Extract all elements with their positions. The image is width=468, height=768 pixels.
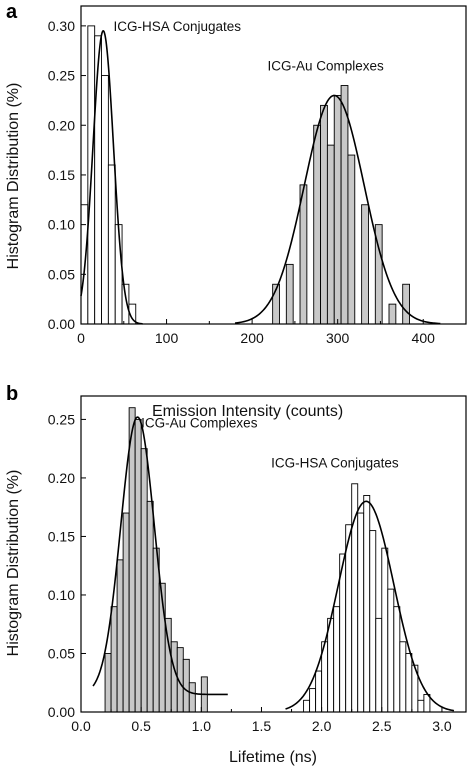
bar-b-s1-16 bbox=[399, 641, 407, 713]
bar-a-s1-3 bbox=[313, 124, 321, 325]
bar-b-s1-2 bbox=[315, 670, 323, 713]
bar-a-s1-7 bbox=[340, 85, 349, 325]
fit-curve-b-s1 bbox=[285, 500, 455, 712]
bar-b-s0-5 bbox=[134, 418, 142, 713]
annotation-b-0: ICG-Au Complexes bbox=[141, 416, 258, 431]
bar-a-s1-8 bbox=[347, 154, 356, 325]
bar-a-s1-9 bbox=[361, 204, 369, 325]
bar-a-s1-12 bbox=[402, 283, 410, 325]
x-tick-label-b-6: 3.0 bbox=[432, 718, 452, 734]
bar-b-s1-10 bbox=[363, 495, 371, 713]
bar-a-s1-2 bbox=[299, 184, 308, 325]
fit-curve-a-s0 bbox=[80, 29, 143, 325]
bar-b-s0-1 bbox=[110, 606, 118, 713]
bar-b-s1-11 bbox=[369, 530, 377, 713]
x-tick-label-a-3: 300 bbox=[326, 330, 350, 346]
panel-b-y-axis-title: Histogram Distribution (%) bbox=[5, 470, 22, 657]
panel-a-frame bbox=[80, 5, 467, 325]
bar-b-s1-1 bbox=[309, 688, 317, 713]
y-tick-label-b-0: 0.00 bbox=[48, 704, 75, 720]
bar-b-s1-14 bbox=[387, 588, 395, 713]
annotation-b-1: ICG-HSA Conjugates bbox=[271, 455, 399, 470]
panel-b: b Histogram Distribution (%) Lifetime (n… bbox=[5, 383, 467, 766]
panel-a: a Histogram Distribution (%) 0 100 200 300 4… bbox=[5, 1, 467, 346]
bar-a-s0-3 bbox=[101, 75, 109, 325]
x-tick-label-b-1: 0.5 bbox=[131, 718, 151, 734]
panel-b-ticks: 0.0 0.5 1.0 1.5 2.0 2.5 3.0 0.00 0.05 0.10 0.15 0.2… bbox=[48, 411, 452, 734]
panel-b-frame bbox=[80, 395, 467, 713]
bar-b-s0-8 bbox=[152, 547, 160, 713]
y-tick-label-b-4: 0.20 bbox=[48, 470, 75, 486]
bar-b-s1-12 bbox=[375, 617, 383, 713]
bar-b-s0-3 bbox=[122, 512, 130, 713]
bar-b-s0-7 bbox=[146, 500, 154, 713]
bar-b-s0-2 bbox=[116, 559, 124, 713]
bar-b-s1-4 bbox=[327, 617, 335, 713]
bar-b-s1-9 bbox=[357, 512, 365, 713]
panel-b-x-axis-title: Lifetime (ns) bbox=[229, 749, 317, 766]
bar-b-s1-15 bbox=[393, 606, 401, 713]
panel-b-annotations: ICG-Au Complexes ICG-HSA Conjugates bbox=[141, 416, 399, 471]
y-tick-label-b-1: 0.05 bbox=[48, 645, 75, 661]
y-tick-label-a-0: 0.00 bbox=[48, 316, 75, 332]
panel-a-annotations: ICG-HSA Conjugates ICG-Au Complexes bbox=[114, 19, 385, 74]
bar-a-s1-11 bbox=[388, 303, 397, 325]
x-tick-label-b-0: 0.0 bbox=[71, 718, 91, 734]
x-tick-label-b-2: 1.0 bbox=[192, 718, 212, 734]
panel-b-title: Emission Intensity (counts) bbox=[152, 403, 343, 420]
bar-b-s1-17 bbox=[405, 653, 413, 713]
bar-b-s1-5 bbox=[333, 606, 341, 713]
panel-b-bars bbox=[104, 407, 431, 713]
bar-b-s0-0 bbox=[104, 653, 112, 713]
x-tick-label-a-0: 0 bbox=[77, 330, 85, 346]
y-tick-label-a-6: 0.30 bbox=[48, 18, 75, 34]
y-tick-label-a-4: 0.20 bbox=[48, 117, 75, 133]
bar-b-s0-14 bbox=[188, 682, 196, 713]
x-tick-label-a-1: 100 bbox=[155, 330, 179, 346]
bar-b-s0-4 bbox=[128, 407, 136, 713]
x-tick-label-a-2: 200 bbox=[240, 330, 264, 346]
bar-b-s0-6 bbox=[140, 448, 148, 713]
y-tick-label-a-3: 0.15 bbox=[48, 167, 75, 183]
x-tick-label-b-3: 1.5 bbox=[252, 718, 272, 734]
x-tick-label-b-5: 2.5 bbox=[372, 718, 392, 734]
y-tick-label-a-5: 0.25 bbox=[48, 68, 75, 84]
bar-b-s1-0 bbox=[303, 699, 311, 713]
panel-a-y-axis-title: Histogram Distribution (%) bbox=[5, 83, 22, 270]
x-tick-label-a-4: 400 bbox=[412, 330, 436, 346]
annotation-a-0: ICG-HSA Conjugates bbox=[114, 19, 242, 34]
bar-a-s1-5 bbox=[326, 144, 335, 325]
panel-b-fit-curves bbox=[92, 416, 455, 712]
y-tick-label-a-2: 0.10 bbox=[48, 217, 75, 233]
bar-a-s1-6 bbox=[333, 94, 342, 325]
panel-a-ticks: 0 100 200 300 400 0.00 0.05 0.10 0.15 0.20 0.25 0.3… bbox=[48, 18, 467, 346]
bar-a-s0-4 bbox=[107, 164, 116, 325]
bar-b-s1-19 bbox=[417, 699, 425, 713]
bar-a-s1-1 bbox=[285, 263, 294, 325]
bar-b-s1-13 bbox=[381, 547, 389, 713]
panel-a-label: a bbox=[6, 1, 18, 23]
bar-b-s1-7 bbox=[345, 524, 353, 713]
bar-b-s0-13 bbox=[182, 658, 190, 713]
annotation-a-1: ICG-Au Complexes bbox=[268, 59, 385, 74]
panel-b-label: b bbox=[6, 383, 18, 405]
fit-curve-a-s1 bbox=[234, 94, 441, 325]
fit-curve-b-s0 bbox=[92, 416, 228, 696]
y-tick-label-a-1: 0.05 bbox=[48, 266, 75, 282]
x-tick-label-b-4: 2.0 bbox=[312, 718, 332, 734]
y-tick-label-b-5: 0.25 bbox=[48, 411, 75, 427]
panel-a-fit-curves bbox=[80, 29, 441, 325]
bar-a-s1-4 bbox=[320, 104, 328, 325]
panel-a-bars bbox=[80, 25, 410, 325]
bar-a-s0-2 bbox=[94, 35, 102, 325]
y-tick-label-b-2: 0.10 bbox=[48, 587, 75, 603]
y-tick-label-b-3: 0.15 bbox=[48, 528, 75, 544]
